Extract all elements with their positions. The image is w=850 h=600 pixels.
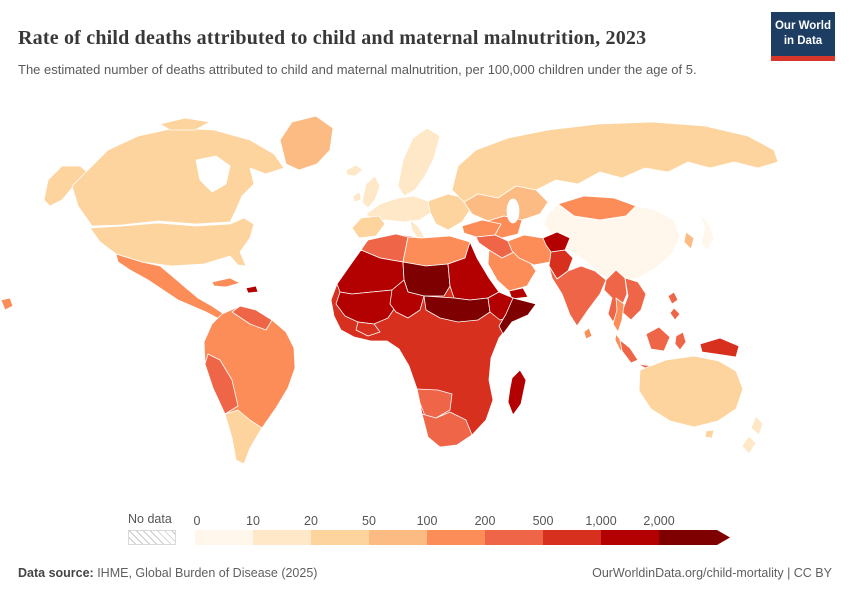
owid-logo: Our World in Data <box>771 12 835 61</box>
world-map <box>0 108 850 508</box>
owid-logo-line1: Our World <box>774 20 831 32</box>
region-turkey[interactable] <box>461 219 502 238</box>
legend-bin-10-20[interactable] <box>253 530 311 545</box>
page-title: Rate of child deaths attributed to child… <box>18 27 647 50</box>
region-sri-lanka[interactable] <box>583 327 593 340</box>
region-venezuela-guyanas[interactable] <box>231 305 273 331</box>
region-arctic-islands[interactable] <box>159 117 211 131</box>
region-niger-chad[interactable] <box>402 261 451 297</box>
region-russia[interactable] <box>451 121 779 203</box>
legend-tick: 10 <box>246 514 260 528</box>
region-scandinavia[interactable] <box>397 127 441 197</box>
legend-bin-1000-2000[interactable] <box>601 530 659 545</box>
region-thailand[interactable] <box>612 297 625 333</box>
no-data-label: No data <box>128 512 172 526</box>
region-pacific-islands[interactable] <box>0 297 14 311</box>
region-haiti[interactable] <box>245 285 259 294</box>
chart-footer: Data source: IHME, Global Burden of Dise… <box>18 566 832 580</box>
region-madagascar[interactable] <box>507 369 527 416</box>
legend-bin-50-100[interactable] <box>369 530 427 545</box>
region-new-zealand[interactable] <box>741 415 764 455</box>
region-korea[interactable] <box>683 231 695 250</box>
region-iceland[interactable] <box>345 164 364 177</box>
region-india[interactable] <box>548 265 607 327</box>
footer-link[interactable]: OurWorldinData.org/child-mortality | CC … <box>592 566 832 580</box>
region-namibia-botswana[interactable] <box>416 388 453 419</box>
region-indochina[interactable] <box>621 277 647 321</box>
map-legend: No data 0 10 20 50 100 200 500 1,000 2,0… <box>128 512 731 545</box>
region-canada[interactable] <box>71 127 285 227</box>
legend-tick: 50 <box>362 514 376 528</box>
region-argentina-chile[interactable] <box>224 409 263 465</box>
legend-tick: 2,000 <box>643 514 675 528</box>
legend-tick: 1,000 <box>585 514 617 528</box>
region-ghana-ivory-coast[interactable] <box>355 321 381 337</box>
legend-tick: 20 <box>304 514 318 528</box>
region-yemen[interactable] <box>508 287 529 300</box>
legend-bin-over-2000-arrow[interactable] <box>659 530 730 545</box>
region-kazakhstan[interactable] <box>463 185 549 222</box>
legend-bin-0-10[interactable] <box>195 530 253 545</box>
legend-tick: 200 <box>474 514 496 528</box>
data-source-label: Data source: <box>18 566 94 580</box>
region-cuba[interactable] <box>211 277 241 288</box>
region-south-africa[interactable] <box>421 411 473 448</box>
region-iberia[interactable] <box>351 215 386 239</box>
region-peru-bolivia[interactable] <box>204 353 239 415</box>
caspian-sea <box>506 198 520 224</box>
legend-bin-500-1000[interactable] <box>543 530 601 545</box>
legend-tick: 100 <box>416 514 438 528</box>
legend-bin-100-200[interactable] <box>427 530 485 545</box>
region-somalia[interactable] <box>498 297 537 335</box>
region-south-sudan-car[interactable] <box>423 295 491 323</box>
region-japan[interactable] <box>699 213 715 252</box>
no-data-swatch[interactable] <box>128 530 176 545</box>
hudson-bay <box>195 155 231 193</box>
legend-no-data: No data <box>128 512 176 545</box>
legend-tick: 500 <box>532 514 554 528</box>
region-uk[interactable] <box>361 175 381 209</box>
legend-tick: 0 <box>193 514 201 528</box>
region-new-guinea[interactable] <box>699 337 740 358</box>
legend-bin-200-500[interactable] <box>485 530 543 545</box>
data-source: Data source: IHME, Global Burden of Dise… <box>18 566 317 580</box>
region-west-africa-coast[interactable] <box>335 289 397 325</box>
data-source-text: IHME, Global Burden of Disease (2025) <box>93 566 318 580</box>
region-australia[interactable] <box>638 355 744 439</box>
owid-logo-line2: in Data <box>783 34 823 47</box>
region-nigeria[interactable] <box>389 279 425 319</box>
legend-color-bar <box>195 530 730 545</box>
legend-bin-20-50[interactable] <box>311 530 369 545</box>
chart-subtitle: The estimated number of deaths attribute… <box>18 62 697 77</box>
region-ireland[interactable] <box>352 191 362 203</box>
region-east-europe[interactable] <box>427 193 471 231</box>
legend-scale: 0 10 20 50 100 200 500 1,000 2,000 <box>193 513 731 545</box>
region-greenland[interactable] <box>279 115 334 171</box>
region-philippines[interactable] <box>667 291 681 321</box>
legend-ticks: 0 10 20 50 100 200 500 1,000 2,000 <box>193 513 731 530</box>
